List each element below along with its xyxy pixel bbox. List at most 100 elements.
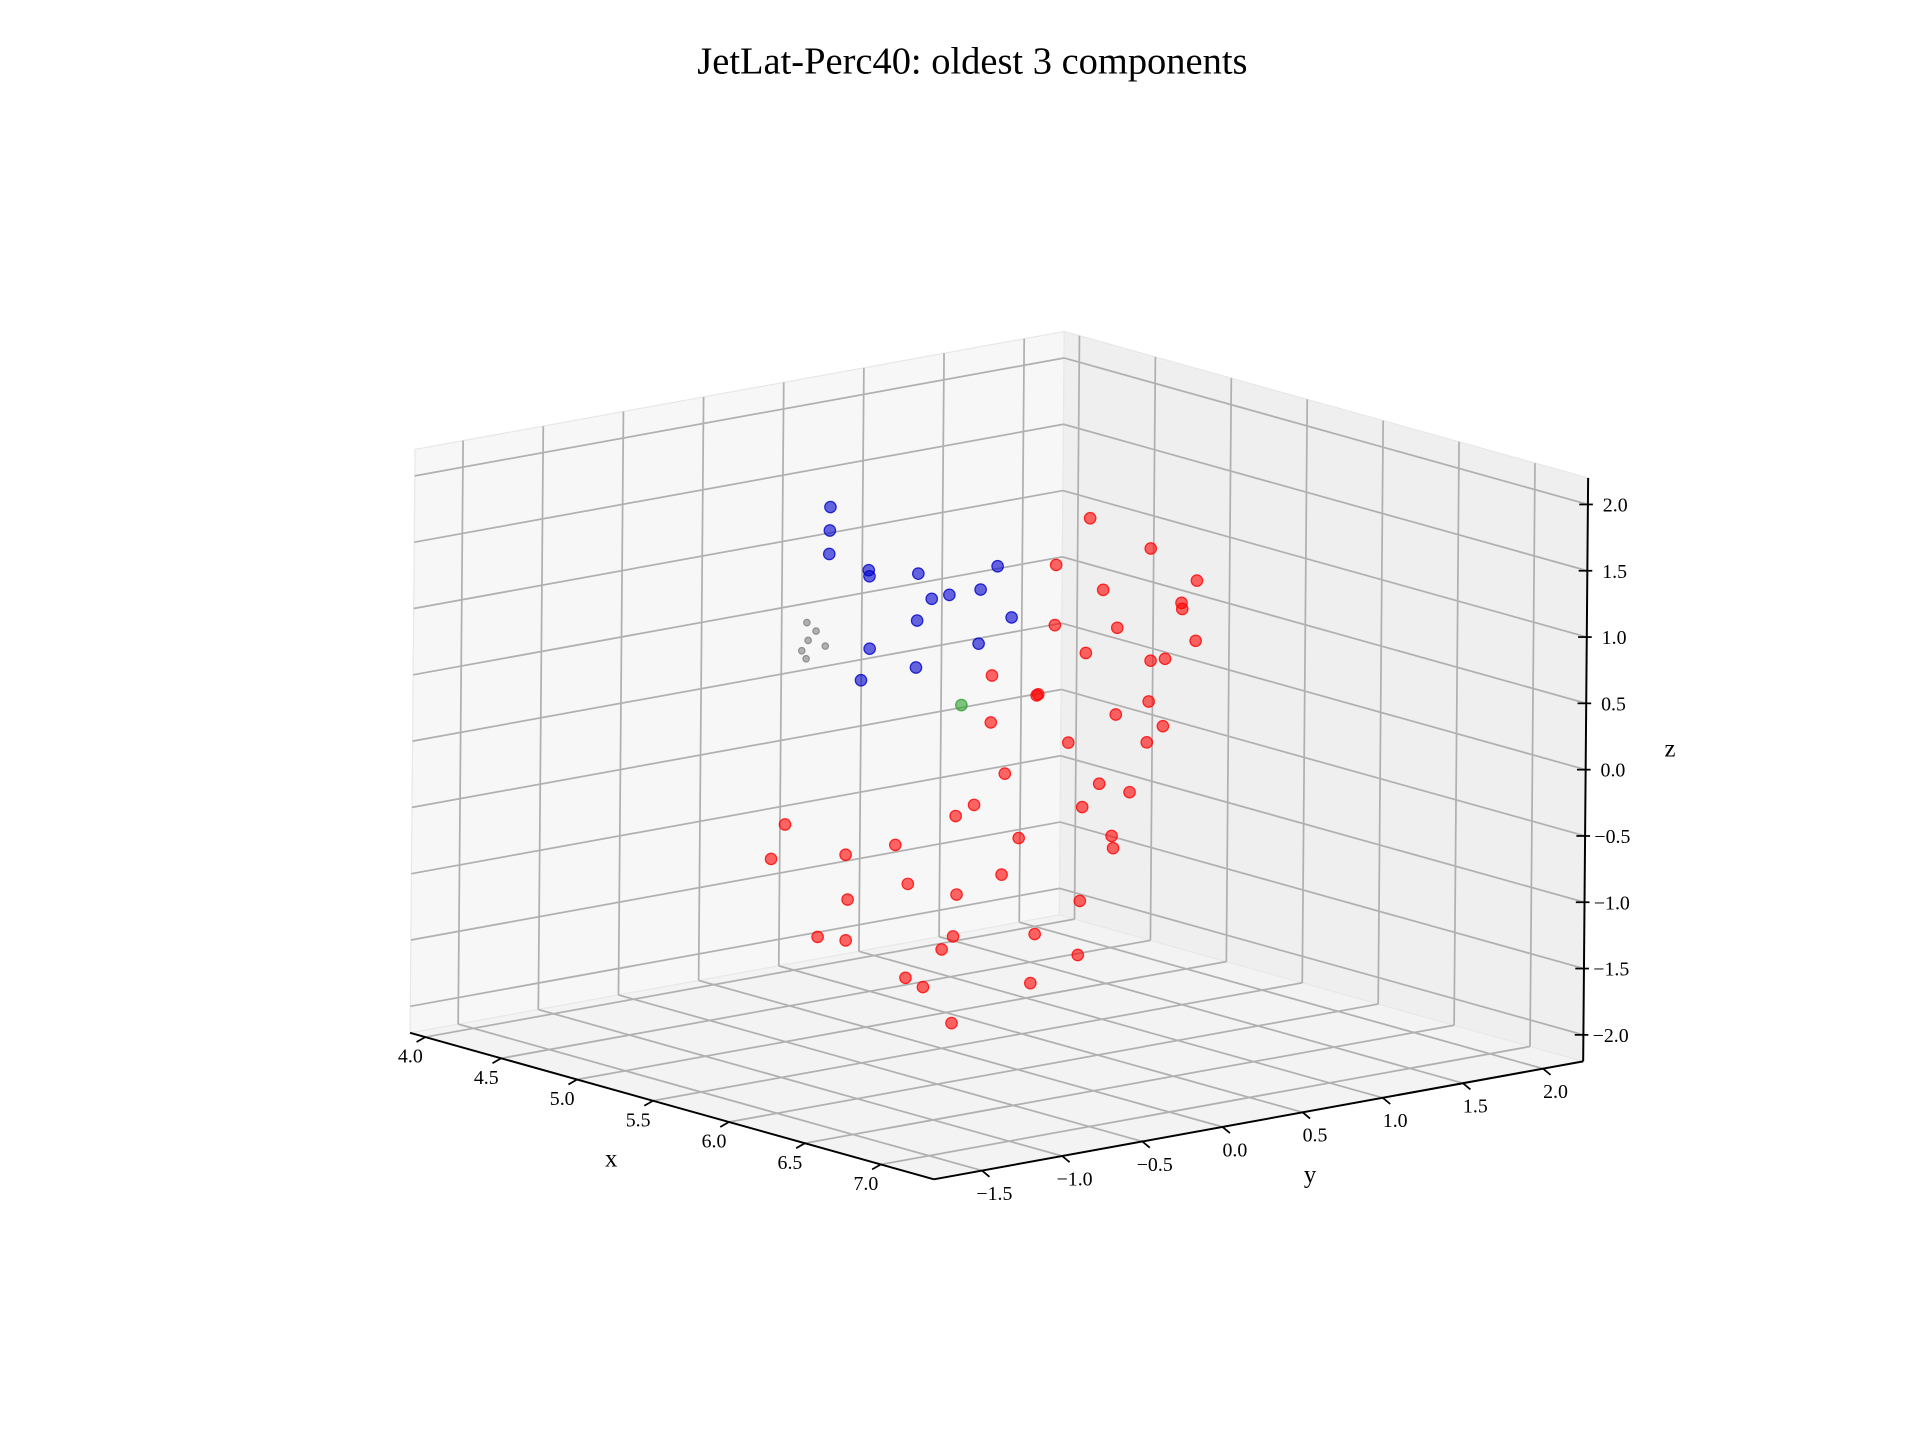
y-tick: [1302, 1111, 1311, 1120]
y-tick-label: 0.5: [1303, 1125, 1328, 1147]
point: [1083, 511, 1097, 525]
point: [1030, 689, 1044, 702]
point: [946, 930, 960, 943]
y-tick: [1061, 1155, 1071, 1163]
point: [1071, 948, 1085, 962]
point: [1175, 602, 1189, 616]
point: [839, 934, 853, 947]
y-tick-label: −1.5: [976, 1183, 1012, 1205]
point: [1073, 894, 1087, 908]
point: [945, 1016, 958, 1030]
point: [949, 809, 962, 823]
point: [916, 980, 930, 994]
point: [824, 500, 837, 514]
point: [985, 669, 999, 682]
x-tick-label: 6.0: [702, 1131, 727, 1153]
point: [1049, 558, 1063, 572]
x-tick-label: 5.5: [626, 1109, 651, 1131]
point: [911, 567, 925, 580]
point: [1012, 831, 1026, 845]
point: [950, 888, 963, 901]
z-tick-label: 0.5: [1601, 693, 1626, 715]
x-tick-label: 7.0: [853, 1173, 878, 1195]
point: [1144, 542, 1158, 555]
point: [909, 661, 923, 674]
point: [778, 818, 792, 831]
point: [804, 636, 812, 645]
point: [967, 798, 981, 812]
point: [1079, 646, 1093, 660]
y-tick-label: 1.5: [1463, 1096, 1488, 1118]
point: [1140, 736, 1154, 749]
grid-line: [778, 965, 1303, 1114]
point: [991, 559, 1004, 573]
point: [1110, 621, 1124, 635]
point: [1190, 574, 1204, 587]
point: [822, 547, 836, 561]
point: [803, 618, 811, 627]
point: [935, 943, 948, 956]
y-tick: [1462, 1082, 1471, 1091]
point: [1096, 583, 1110, 597]
x-tick-label: 4.5: [474, 1067, 499, 1089]
point: [1075, 800, 1089, 814]
grid-line: [411, 754, 1061, 875]
point: [1158, 652, 1172, 666]
z-tick-label: 2.0: [1603, 494, 1628, 516]
grid-line: [425, 918, 1075, 1038]
grid-line: [938, 935, 1464, 1085]
point: [1105, 829, 1118, 843]
x-tick: [719, 1121, 730, 1128]
point: [812, 627, 820, 635]
point: [910, 614, 924, 627]
x-tick: [795, 1142, 806, 1149]
point: [1023, 976, 1037, 990]
x-tick: [416, 1036, 426, 1043]
x-axis-label: x: [605, 1145, 618, 1172]
point: [1156, 719, 1170, 733]
z-tick-label: −2.0: [1593, 1025, 1629, 1047]
grid-line: [1059, 821, 1585, 970]
grid-line: [1063, 423, 1588, 572]
z-tick-label: −1.0: [1594, 892, 1630, 914]
point: [1092, 777, 1106, 791]
z-tick-label: 0.0: [1601, 760, 1626, 782]
point: [863, 642, 876, 656]
point: [821, 642, 830, 650]
chart-title: JetLat-Perc40: oldest 3 components: [697, 40, 1247, 82]
grid-line: [412, 556, 1063, 676]
grid-line: [1062, 489, 1588, 638]
grid-line: [411, 688, 1062, 809]
y-tick-label: −0.5: [1137, 1154, 1173, 1176]
point: [943, 588, 956, 602]
point: [1142, 695, 1156, 708]
grid-line: [880, 1045, 1531, 1166]
grid-line: [501, 939, 1151, 1060]
x-tick: [643, 1100, 654, 1107]
point: [888, 838, 902, 852]
grid-line: [1060, 754, 1585, 904]
grid-line: [698, 979, 1223, 1128]
point: [899, 971, 912, 985]
grid-line: [652, 981, 1303, 1102]
z-tick-label: −1.5: [1593, 959, 1629, 981]
grid-line: [804, 1024, 1455, 1145]
x-tick: [492, 1057, 502, 1065]
y-tick: [1221, 1126, 1231, 1134]
grid-line: [576, 960, 1227, 1081]
grid-line: [457, 1023, 983, 1172]
y-tick: [1542, 1067, 1552, 1076]
point: [854, 673, 868, 687]
z-tick-label: 1.5: [1602, 561, 1627, 583]
y-tick-label: 1.0: [1383, 1110, 1408, 1132]
grid-line: [728, 1003, 1379, 1123]
grid-line: [414, 357, 1065, 477]
grid-line: [858, 950, 1384, 1099]
point: [955, 698, 968, 712]
grid-line: [1062, 556, 1587, 705]
x-tick: [871, 1163, 882, 1171]
point: [1123, 785, 1136, 799]
y-tick-label: −1.0: [1057, 1168, 1093, 1190]
point: [974, 583, 987, 596]
